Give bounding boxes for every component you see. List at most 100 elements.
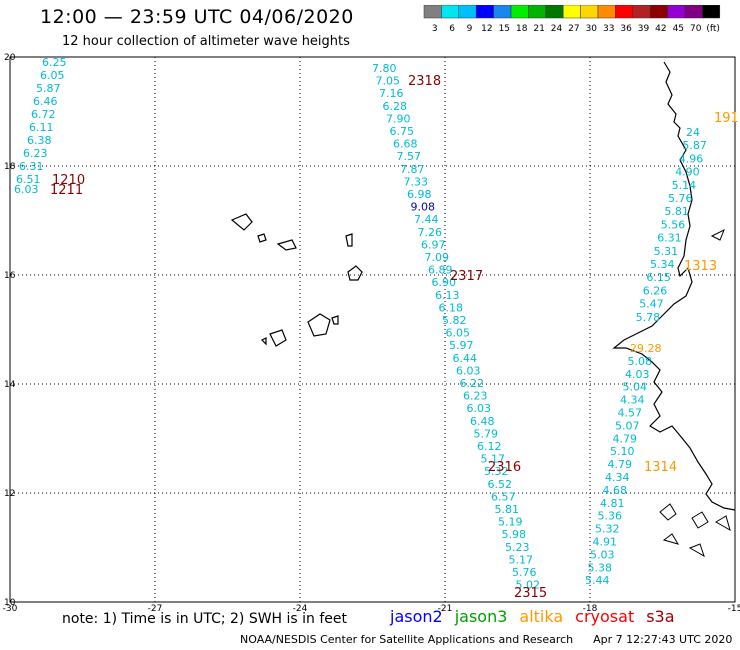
wave-height-value: 6.97 — [421, 238, 446, 251]
colorbar-label: 12 — [481, 24, 492, 33]
pass-label: 1314 — [644, 460, 677, 475]
colorbar-label: 6 — [449, 24, 455, 33]
lon-tick-label: -15 — [728, 604, 740, 614]
colorbar-label: 21 — [533, 24, 544, 33]
wave-height-value: 5.32 — [484, 465, 509, 478]
wave-height-value: 6.13 — [435, 289, 460, 302]
wave-height-value: 4.03 — [625, 368, 650, 381]
wave-height-value: 6.23 — [463, 390, 488, 403]
wave-height-value: 5.04 — [623, 381, 648, 394]
wave-height-value: 5.81 — [495, 503, 520, 516]
wave-height-value: 5.36 — [598, 510, 623, 523]
colorbar-label: 36 — [620, 24, 632, 33]
colorbar-label: 30 — [586, 24, 598, 33]
wave-height-value: 6.31 — [657, 232, 682, 245]
legend-cryosat: cryosat — [575, 607, 635, 626]
wave-height-value: 7.09 — [425, 251, 450, 264]
wave-height-value: 5.10 — [610, 445, 635, 458]
wave-height-value: 7.44 — [414, 213, 439, 226]
wave-height-value: 5.07 — [615, 419, 640, 432]
map-frame — [9, 56, 736, 603]
wave-height-value: 5.23 — [505, 541, 530, 554]
wave-height-value: 5.03 — [590, 548, 615, 561]
island — [307, 313, 331, 337]
wave-height-value: 4.81 — [600, 497, 625, 510]
wave-height-value: 5.82 — [442, 314, 467, 327]
lon-tick-label: -24 — [293, 604, 308, 614]
wave-height-value: 6.89 — [428, 264, 453, 277]
wave-height-value: 5.08 — [628, 355, 653, 368]
pass-label: 1211 — [50, 183, 83, 198]
wave-height-value: 5.78 — [636, 311, 661, 324]
colorbar-label: (ft) — [706, 24, 720, 33]
wave-height-value: 5.34 — [650, 258, 675, 271]
pass-label: 1210 — [52, 173, 85, 188]
wave-height-value: 4.90 — [675, 166, 700, 179]
map-subtitle: 12 hour collection of altimeter wave hei… — [62, 34, 350, 49]
footer-timestamp: Apr 7 12:27:43 UTC 2020 — [593, 633, 733, 646]
wave-height-value: 6.11 — [29, 121, 54, 134]
colorbar-label: 42 — [655, 24, 666, 33]
island — [345, 233, 353, 247]
footer-credit: NOAA/NESDIS Center for Satellite Applica… — [240, 633, 574, 646]
coastline — [612, 61, 736, 511]
colorbar-label: 39 — [638, 24, 650, 33]
wave-height-value: 7.80 — [372, 62, 397, 75]
wave-height-value: 7.16 — [379, 87, 404, 100]
wave-height-value: 24 — [686, 126, 700, 139]
island — [257, 233, 267, 243]
wave-height-value: 5.38 — [588, 561, 613, 574]
lat-tick-label: 20 — [4, 53, 16, 63]
pass-label: 2317 — [450, 269, 483, 284]
colorbar-label: 24 — [551, 24, 563, 33]
wave-height-value: 6.05 — [446, 327, 471, 340]
wave-height-value: 5.47 — [639, 298, 664, 311]
colorbar-label: 15 — [499, 24, 510, 33]
wave-height-value: 5.81 — [664, 205, 689, 218]
wave-height-value: 6.68 — [393, 138, 418, 151]
wave-height-value: 6.98 — [407, 188, 432, 201]
colorbar-label: 18 — [516, 24, 528, 33]
wave-height-value: 6.28 — [383, 100, 408, 113]
lon-tick-label: -30 — [3, 604, 18, 614]
wave-height-value: 6.51 — [16, 173, 41, 186]
wave-height-value: 7.26 — [418, 226, 443, 239]
wave-height-value: 5.14 — [672, 179, 697, 192]
wave-height-value: 5.97 — [449, 339, 474, 352]
legend-jason3: jason3 — [454, 607, 508, 626]
wave-height-value: 6.46 — [33, 95, 58, 108]
wave-height-value: 5.31 — [654, 245, 679, 258]
wave-height-value: 4.96 — [679, 152, 704, 165]
wave-height-value: 5.87 — [36, 82, 61, 95]
map-title: 12:00 — 23:59 UTC 04/06/2020 — [40, 6, 354, 28]
wave-height-value: 7.57 — [397, 150, 422, 163]
pass-label: 2315 — [514, 586, 547, 601]
wave-height-value: 4.34 — [605, 471, 630, 484]
wave-height-value: 6.22 — [460, 377, 485, 390]
wave-height-value: 4.68 — [603, 484, 628, 497]
lat-tick-label: 10 — [4, 598, 16, 608]
pass-label: 1313 — [684, 259, 717, 274]
island — [260, 337, 267, 346]
wave-height-value: 29.28 — [630, 342, 662, 355]
colorbar-label: 3 — [432, 24, 438, 33]
bijagos-islands — [659, 503, 731, 558]
wave-height-value: 6.03 — [14, 183, 39, 196]
legend-jason2: jason2 — [390, 607, 443, 626]
pass-label: 2316 — [488, 460, 521, 475]
wave-height-value: 6.25 — [42, 56, 67, 69]
colorbar-swatch — [702, 5, 721, 19]
wave-height-value: 6.23 — [23, 147, 48, 160]
satellite-legend: jason2 jason3 altika cryosat s3a — [390, 607, 687, 626]
wave-height-value: 6.72 — [31, 108, 56, 121]
wave-height-value: 6.18 — [439, 301, 464, 314]
colorbar-label: 33 — [603, 24, 614, 33]
lon-tick-label: -27 — [148, 604, 163, 614]
wave-height-value: 7.33 — [404, 175, 429, 188]
lat-tick-label: 16 — [4, 271, 16, 281]
wave-height-value: 4.79 — [608, 458, 633, 471]
wave-height-value: 6.48 — [470, 415, 495, 428]
pass-label: 2318 — [408, 74, 441, 89]
wave-height-value: 6.38 — [27, 134, 52, 147]
